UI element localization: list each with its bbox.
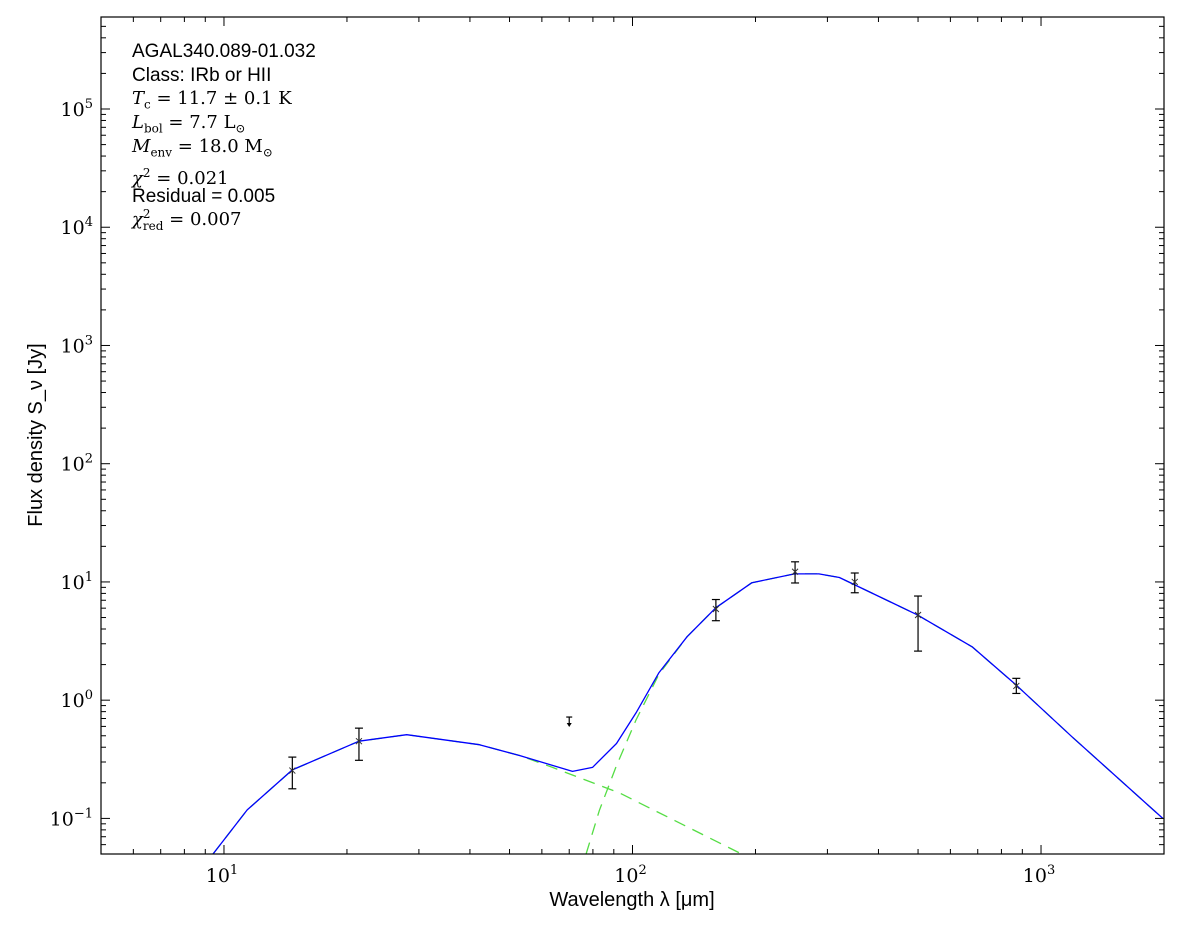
luminosity-annotation: Lbol = 7.7 L⊙: [132, 112, 246, 136]
x-marker: [712, 605, 720, 613]
x-tick-label: 101: [206, 863, 238, 887]
model-curves: [212, 573, 1164, 854]
x-marker: [791, 568, 799, 576]
y-tick-label: 105: [61, 97, 93, 121]
x-marker: [851, 578, 859, 586]
x-tick-label: 102: [614, 863, 646, 887]
data-point: [914, 595, 923, 652]
reduced-chi2-annotation: χ 2 red = 0.007: [132, 207, 242, 233]
total-model-curve: [212, 573, 1164, 854]
source-name: AGAL340.089-01.032: [132, 41, 316, 62]
mass-annotation: Menv = 18.0 M⊙: [132, 136, 273, 160]
data-point: [288, 756, 297, 790]
temperature-annotation: Tc = 11.7 ± 0.1 K: [132, 88, 292, 112]
y-tick-label: 100: [61, 688, 93, 712]
upper-limit: [566, 716, 573, 728]
y-tick-label: 103: [61, 333, 93, 357]
data-points: [288, 561, 1021, 790]
source-class: Class: IRb or HII: [132, 65, 272, 86]
data-point: [850, 572, 859, 594]
data-point: [354, 727, 363, 761]
component-model-curve-2: [585, 573, 1164, 854]
y-axis-label: Flux density S_ν [Jy]: [25, 343, 47, 526]
x-axis-label: Wavelength λ [μm]: [549, 889, 714, 911]
y-tick-label: 101: [61, 570, 93, 594]
y-tick-label: 102: [61, 452, 93, 476]
x-marker: [288, 767, 296, 774]
x-tick-label: 103: [1023, 863, 1055, 887]
data-point: [791, 561, 800, 584]
x-marker: [355, 737, 363, 745]
down-arrow-icon: [566, 723, 572, 728]
axis-ticks: 101 102 103 10−1 100 101 102 103 104 105: [50, 16, 1165, 887]
residual-annotation: Residual = 0.005: [132, 186, 276, 207]
component-model-curve-1: [212, 734, 742, 854]
x-marker: [914, 611, 922, 619]
chi2-annotation: χ2 = 0.021: [132, 166, 229, 189]
x-marker: [1012, 682, 1020, 690]
y-tick-label: 10−1: [50, 806, 93, 830]
y-tick-label: 104: [61, 215, 93, 239]
data-point: [711, 598, 720, 622]
data-point: [1012, 677, 1021, 695]
